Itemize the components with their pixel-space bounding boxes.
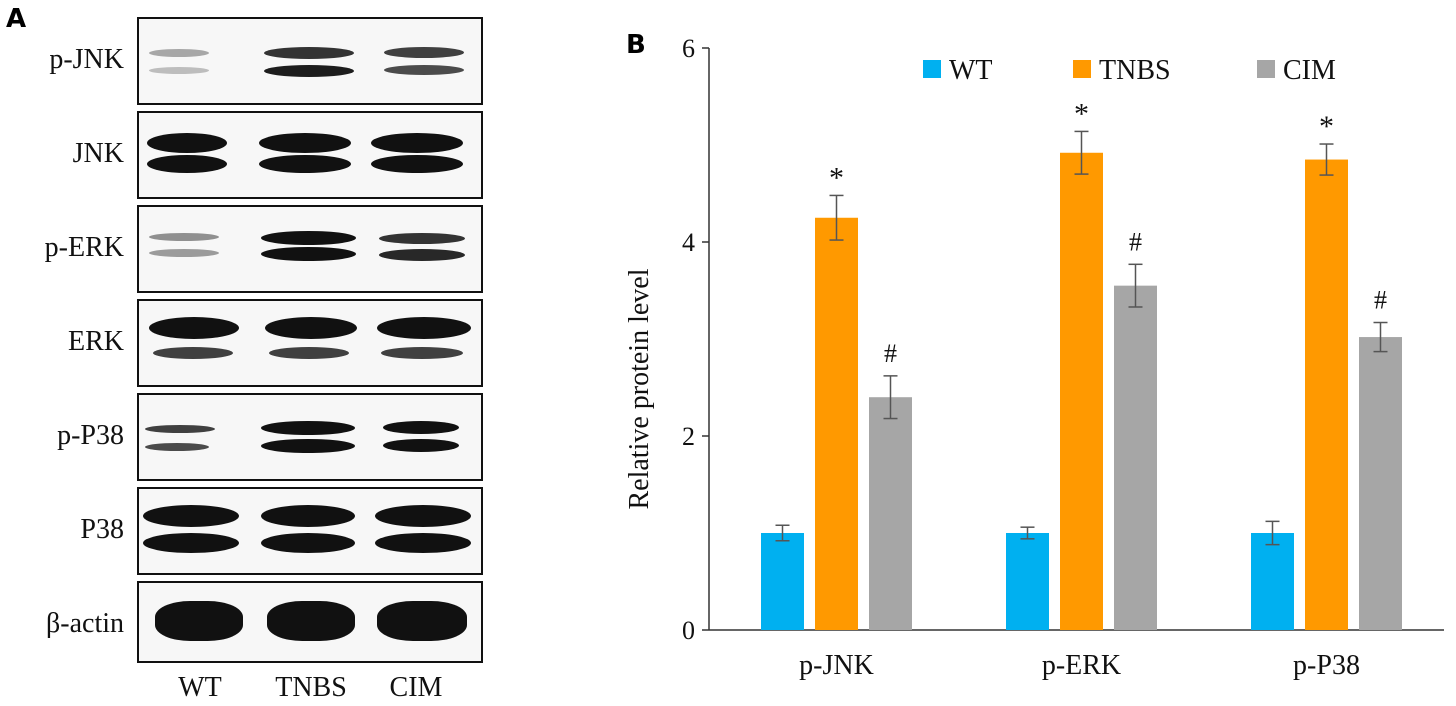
significance-mark: # [884,339,897,368]
y-tick-label: 6 [682,34,695,63]
lane-label-tnbs: TNBS [275,672,347,703]
blot-membrane [137,393,483,481]
legend-swatch-wt [923,60,941,78]
bar-tnbs-p-jnk [815,217,858,630]
panel-b-label: B [626,30,646,60]
legend-label-wt: WT [949,55,993,86]
legend-label-tnbs: TNBS [1099,55,1171,86]
lane-label-cim: CIM [389,672,443,703]
blot-label: p-P38 [57,420,124,451]
bar-wt-p-erk [1006,533,1049,630]
blot-row-p38: P38 [0,487,490,575]
x-tick-label: p-ERK [1042,650,1121,681]
y-tick-label: 2 [682,422,695,451]
blot-membrane [137,299,483,387]
bar-wt-p-jnk [761,533,804,630]
blot-membrane [137,581,483,663]
blot-label: p-ERK [44,232,124,263]
panel-a-label: A [6,4,27,34]
blot-membrane [137,111,483,199]
blot-membrane [137,205,483,293]
blot-row-p-jnk: p-JNK [0,17,490,105]
bar-tnbs-p-p38 [1305,159,1348,631]
bar-cim-p-p38 [1359,337,1402,630]
lane-label-wt: WT [178,672,222,703]
x-tick-label: p-P38 [1293,650,1360,681]
y-tick-label: 0 [682,616,695,645]
significance-mark: * [1074,97,1089,130]
bar-tnbs-p-erk [1060,152,1103,630]
y-axis-label: Relative protein level [624,268,655,509]
x-tick-label: p-JNK [799,650,874,681]
blot-row-beta-actin: β-actin [0,581,490,667]
blot-label: β-actin [46,608,124,639]
legend-swatch-tnbs [1073,60,1091,78]
blot-row-p-p38: p-P38 [0,393,490,481]
significance-mark: # [1129,227,1142,256]
significance-mark: * [1319,110,1334,143]
blot-membrane [137,487,483,575]
bar-chart: 0 2 4 6 Relative protein level * # p-JNK * # p-ERK… [624,34,1444,681]
blot-label: ERK [68,326,124,357]
blot-label: P38 [80,514,124,545]
blot-row-jnk: JNK [0,111,490,199]
blot-label: p-JNK [49,44,124,75]
western-blot-panel: p-JNK JNK p-ERK [0,0,500,706]
bar-cim-p-jnk [869,397,912,630]
blot-row-erk: ERK [0,299,490,387]
legend-swatch-cim [1257,60,1275,78]
blot-label: JNK [72,138,124,169]
bar-cim-p-erk [1114,285,1157,630]
legend-label-cim: CIM [1283,55,1336,86]
blot-membrane [137,17,483,105]
y-tick-label: 4 [682,228,695,257]
blot-row-p-erk: p-ERK [0,205,490,293]
significance-mark: # [1374,286,1387,315]
bar-wt-p-p38 [1251,533,1294,630]
significance-mark: * [829,161,844,194]
